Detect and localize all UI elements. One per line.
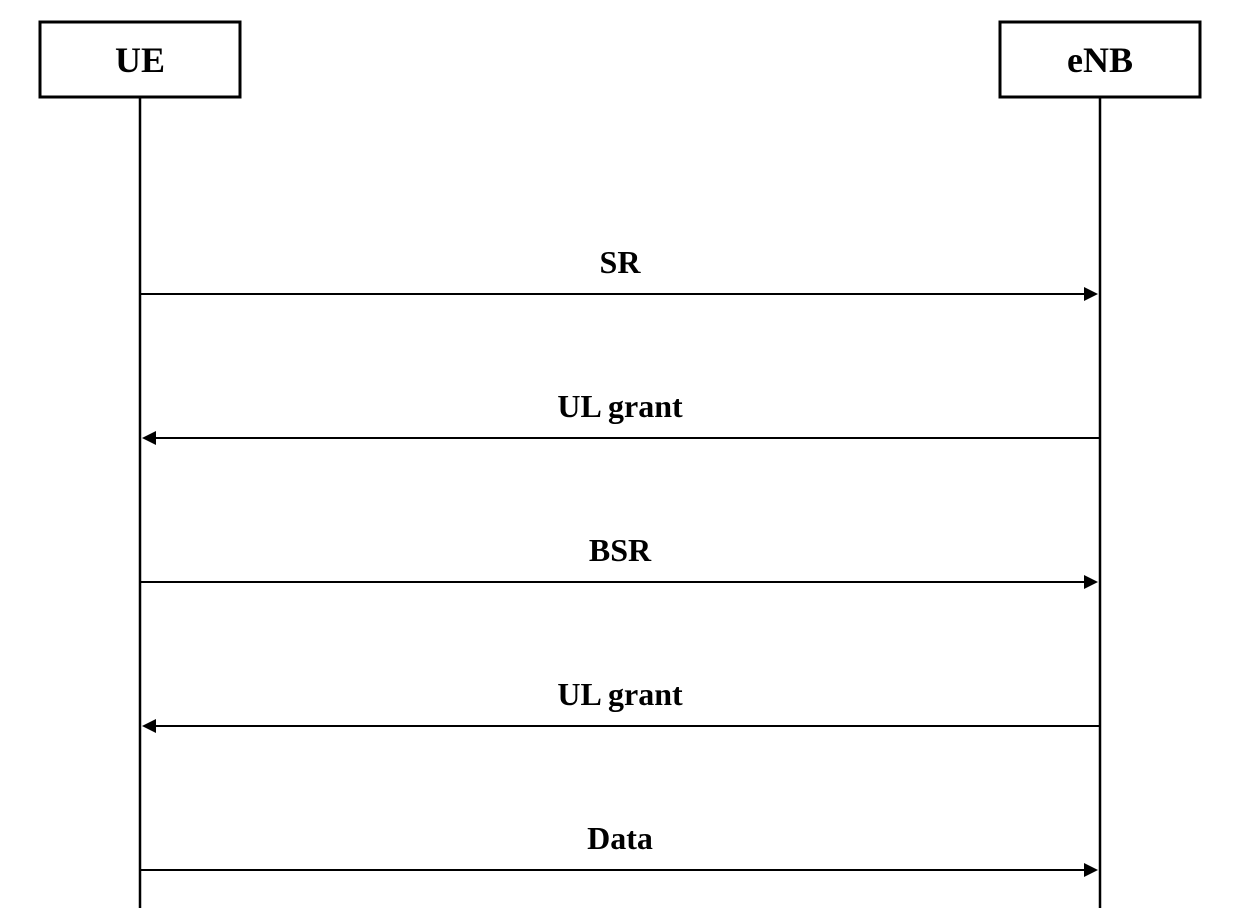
message-label-0: SR [600,244,642,280]
message-label-3: UL grant [557,676,683,712]
message-arrowhead-2 [1084,575,1098,589]
message-arrowhead-3 [142,719,156,733]
sequence-diagram: UE eNB SR UL grant BSR UL grant Data [0,0,1240,922]
actor-label-ue: UE [115,40,165,80]
message-label-2: BSR [589,532,652,568]
actor-label-enb: eNB [1067,40,1133,80]
message-label-4: Data [587,820,653,856]
message-arrowhead-4 [1084,863,1098,877]
message-arrowhead-1 [142,431,156,445]
message-arrowhead-0 [1084,287,1098,301]
message-label-1: UL grant [557,388,683,424]
diagram-svg: UE eNB SR UL grant BSR UL grant Data [0,0,1240,922]
